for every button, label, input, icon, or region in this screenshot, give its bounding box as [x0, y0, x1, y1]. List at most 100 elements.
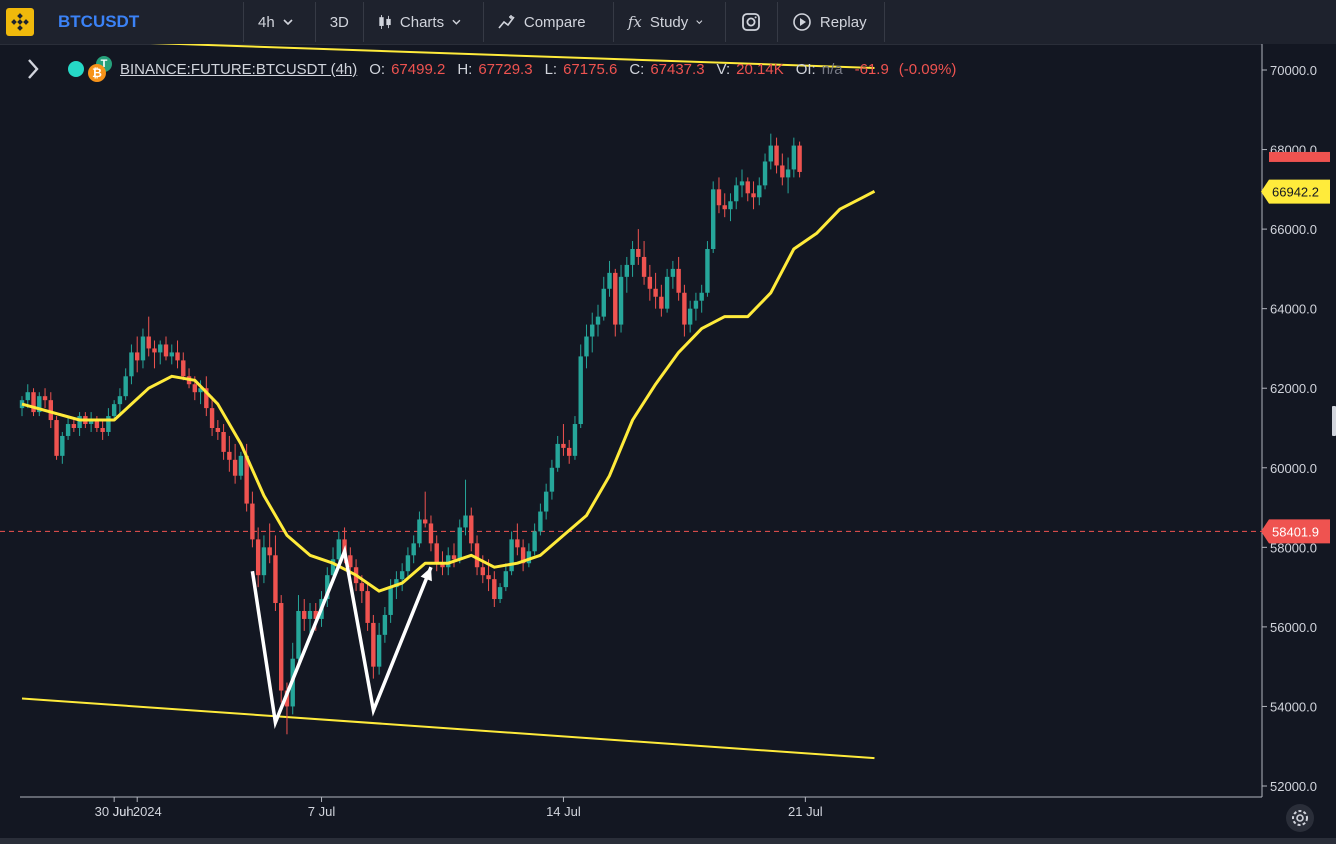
- candle-body: [532, 531, 537, 552]
- candle-body: [503, 571, 509, 588]
- status-dot-icon: [68, 61, 84, 77]
- candle: [88, 412, 94, 432]
- candle-body: [659, 296, 664, 309]
- candle: [146, 316, 151, 357]
- last-price-chip: [1269, 151, 1330, 162]
- price-tick-label: 62000.0: [1270, 381, 1317, 396]
- candle-body: [780, 165, 785, 178]
- candle-body: [716, 189, 722, 206]
- drawing-layer: [250, 545, 433, 729]
- candle-body: [163, 344, 169, 357]
- candle-body: [446, 555, 451, 568]
- instagram-button[interactable]: [726, 2, 778, 42]
- candle-body: [664, 276, 670, 309]
- time-tick-label: 21 Jul: [788, 804, 823, 819]
- candle: [60, 431, 65, 464]
- candle: [279, 595, 284, 703]
- candle-body: [175, 352, 180, 361]
- candle: [774, 137, 779, 174]
- candle: [451, 543, 457, 568]
- compare-icon: [498, 15, 515, 29]
- bitcoin-tether-icon: T ₿: [88, 56, 114, 82]
- candle: [641, 241, 647, 285]
- candle: [578, 344, 583, 428]
- candle: [728, 193, 733, 222]
- candle-body: [169, 352, 174, 357]
- legend-low-value: 67175.6: [563, 60, 618, 78]
- candle: [209, 396, 215, 436]
- candle: [595, 304, 601, 337]
- trendline-2: [21, 697, 875, 760]
- charts-button[interactable]: Charts: [364, 2, 484, 42]
- scroll-handle: [1332, 406, 1336, 436]
- candle: [169, 344, 174, 365]
- candle: [296, 595, 301, 667]
- candle-body: [595, 316, 601, 325]
- candle: [503, 563, 509, 592]
- gear-bg: [1286, 804, 1314, 832]
- candles-layer: [19, 133, 802, 735]
- candle-body: [244, 455, 249, 504]
- legend-oi-label: OI:: [795, 60, 816, 78]
- candle-body: [135, 352, 140, 361]
- price-chart[interactable]: 70000.068000.066000.064000.062000.060000…: [0, 44, 1336, 838]
- candle: [77, 412, 82, 436]
- legend-volume-label: V:: [716, 60, 731, 78]
- candle-body: [382, 614, 388, 635]
- candle-body: [797, 145, 802, 172]
- candle: [325, 567, 330, 607]
- candle: [469, 507, 474, 552]
- candle-body: [670, 268, 676, 277]
- candle-body: [215, 428, 221, 432]
- candle: [584, 324, 589, 369]
- price-label-bg: [1261, 179, 1330, 204]
- candle: [699, 284, 704, 313]
- candle-body: [687, 308, 693, 325]
- candle-body: [768, 145, 773, 162]
- candle: [457, 519, 462, 564]
- settings-gear-icon[interactable]: [1286, 804, 1314, 832]
- chart-area[interactable]: 70000.0 68000.0 66000.0 64000.0 62000.0 60000…: [0, 44, 1336, 838]
- candle-body: [129, 352, 134, 377]
- binance-logo-icon: [6, 8, 34, 36]
- candle-body: [100, 428, 105, 432]
- candle: [204, 376, 209, 417]
- candle-body: [394, 579, 399, 588]
- time-tick-label: 14 Jul: [546, 804, 581, 819]
- compare-button[interactable]: Compare: [484, 2, 614, 42]
- candle-body: [463, 515, 468, 528]
- candle: [757, 177, 762, 206]
- compare-label: Compare: [523, 13, 586, 31]
- candle-body: [682, 292, 687, 325]
- candle: [463, 479, 468, 536]
- candle: [630, 241, 635, 277]
- symbol-title[interactable]: BTCUSDT: [58, 12, 140, 31]
- candle-body: [509, 539, 514, 572]
- candle: [538, 503, 543, 536]
- study-button[interactable]: fx Study: [614, 2, 726, 42]
- candle: [613, 268, 618, 337]
- candle-body: [762, 161, 768, 186]
- trendline-layer: [21, 44, 875, 760]
- chevron-down-icon: [452, 19, 461, 25]
- candle: [509, 531, 514, 576]
- price-tick-label: 70000.0: [1270, 63, 1317, 78]
- candle-body: [492, 579, 497, 600]
- expand-chevron-icon[interactable]: [24, 57, 42, 81]
- legend-symbol[interactable]: BINANCE:FUTURE:BTCUSDT (4h): [120, 60, 358, 78]
- candle-body: [434, 543, 439, 564]
- candle: [549, 459, 555, 500]
- candle-body: [94, 420, 100, 428]
- candle-body: [457, 527, 462, 560]
- candle-body: [37, 396, 42, 413]
- candle-body: [549, 467, 555, 492]
- candle: [785, 157, 791, 194]
- replay-button[interactable]: Replay: [778, 2, 884, 42]
- top-toolbar: BTCUSDT 4h 3D Charts Compare fx Study: [0, 0, 1336, 45]
- legend-low-label: L:: [544, 60, 558, 78]
- candle-body: [250, 503, 255, 540]
- time-tick-label: 7 Jul: [308, 804, 336, 819]
- candle-body: [722, 205, 727, 210]
- mode-3d-button[interactable]: 3D: [316, 2, 364, 42]
- interval-button[interactable]: 4h: [244, 2, 316, 42]
